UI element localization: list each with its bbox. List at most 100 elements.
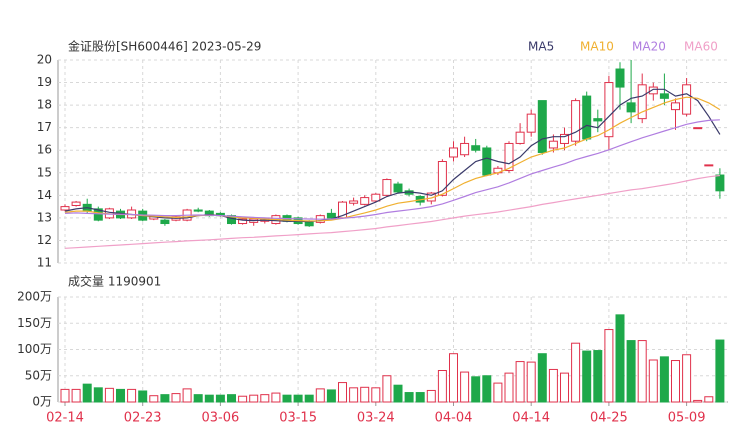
candle-body xyxy=(637,84,647,120)
candle-body xyxy=(560,133,569,144)
volume-bar xyxy=(227,394,236,403)
candle-body xyxy=(526,113,536,133)
volume-bar xyxy=(560,372,569,403)
candle-body xyxy=(715,174,725,192)
x-tick-label: 04-04 xyxy=(435,411,473,426)
volume-bar xyxy=(671,360,680,403)
candle-body xyxy=(648,86,658,95)
candle-body xyxy=(659,93,669,99)
volume-bar xyxy=(526,361,536,403)
volume-bar xyxy=(415,392,425,403)
volume-bar xyxy=(682,354,692,403)
volume-bar xyxy=(260,394,270,403)
candle-body xyxy=(515,131,525,144)
volume-bar xyxy=(648,359,658,403)
legend-label: MA5 xyxy=(528,40,554,54)
y-tick-label: 11 xyxy=(37,256,52,270)
volume-bar xyxy=(504,372,514,403)
volume-bar xyxy=(593,350,603,403)
candle-body xyxy=(326,212,336,219)
volume-bar xyxy=(604,329,614,403)
y-tick-label: 200万 xyxy=(17,290,52,304)
volume-bar xyxy=(149,395,159,403)
candle-body xyxy=(71,201,81,206)
volume-bar xyxy=(304,394,314,403)
candle-body xyxy=(682,84,692,115)
volume-bar xyxy=(460,371,470,403)
x-tick-label: 04-25 xyxy=(590,411,628,426)
candle-body xyxy=(593,118,603,122)
volume-bar xyxy=(693,399,703,403)
x-tick-label: 05-09 xyxy=(668,411,706,426)
volume-bar xyxy=(293,394,303,403)
candle-body xyxy=(471,145,481,151)
y-tick-label: 20 xyxy=(37,53,52,67)
candle-body xyxy=(693,127,703,130)
y-tick-label: 150万 xyxy=(17,316,52,330)
candle-body xyxy=(60,206,70,211)
y-tick-label: 13 xyxy=(37,210,52,224)
volume-bar xyxy=(471,376,481,403)
volume-bar xyxy=(637,340,647,403)
volume-bar xyxy=(171,393,181,403)
volume-bar xyxy=(138,390,148,403)
y-tick-label: 19 xyxy=(37,75,52,89)
candle-body xyxy=(626,102,636,113)
candle-body xyxy=(615,68,625,88)
candle-body xyxy=(548,140,558,149)
volume-bar xyxy=(437,370,447,403)
volume-bar xyxy=(315,388,325,403)
volume-bar xyxy=(449,353,458,403)
volume-bar xyxy=(116,388,125,403)
volume-bar xyxy=(482,375,492,403)
candle-body xyxy=(582,95,592,140)
candle-body xyxy=(537,100,547,153)
volume-bar xyxy=(326,389,336,403)
y-tick-label: 16 xyxy=(37,143,52,157)
volume-bar xyxy=(704,396,714,403)
legend-label: MA60 xyxy=(684,40,718,54)
legend-label: MA20 xyxy=(632,40,666,54)
volume-bar xyxy=(182,388,192,403)
volume-bar xyxy=(160,394,170,403)
volume-bar xyxy=(615,314,625,403)
volume-bar xyxy=(360,386,370,403)
y-tick-label: 0万 xyxy=(32,395,52,409)
candle-body xyxy=(304,221,314,227)
x-tick-label: 02-14 xyxy=(46,411,84,426)
volume-bar xyxy=(537,353,547,403)
candle-body xyxy=(449,147,458,158)
volume-bar xyxy=(193,394,203,403)
volume-bar xyxy=(82,383,92,403)
candle-body xyxy=(238,218,248,225)
chart-title: 金证股份[SH600446] 2023-05-29 xyxy=(68,39,261,54)
volume-title: 成交量 1190901 xyxy=(68,274,161,289)
x-tick-label: 03-06 xyxy=(202,411,240,426)
volume-bar xyxy=(626,340,636,403)
candle-body xyxy=(193,209,203,212)
volume-bar xyxy=(60,388,70,403)
candle-body xyxy=(371,193,381,202)
volume-bar xyxy=(404,392,414,403)
volume-bar xyxy=(515,361,525,403)
candle-body xyxy=(482,147,492,176)
volume-bar xyxy=(582,350,592,403)
x-tick-label: 04-14 xyxy=(512,411,550,426)
y-tick-label: 50万 xyxy=(25,368,52,382)
y-tick-label: 18 xyxy=(37,98,52,112)
volume-bar xyxy=(238,395,248,403)
candle-body xyxy=(360,197,370,205)
volume-bar xyxy=(426,389,436,403)
candle-body xyxy=(382,179,392,196)
volume-bar xyxy=(271,392,281,403)
ma-line xyxy=(64,96,721,222)
y-tick-label: 17 xyxy=(37,120,52,134)
volume-bar xyxy=(215,394,225,403)
volume-bar xyxy=(571,342,581,403)
volume-bar xyxy=(249,394,259,403)
volume-bar xyxy=(93,387,103,403)
candle-body xyxy=(504,142,514,172)
volume-bar xyxy=(493,382,503,403)
volume-bar xyxy=(371,387,381,403)
